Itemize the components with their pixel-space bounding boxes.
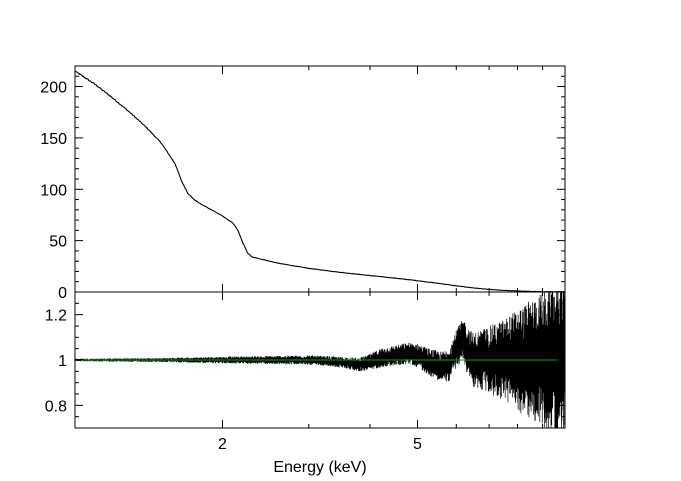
x-axis-label: Energy (keV) — [273, 459, 366, 476]
y-tick-label: 150 — [40, 131, 67, 148]
ratio-y-tick-label: 1.2 — [45, 308, 67, 325]
ratio-y-tick-label: 1 — [58, 353, 67, 370]
ratio-y-tick-label: 0.8 — [45, 398, 67, 415]
ratio-y-tick-labels: 0.8 1 1.2 — [45, 308, 67, 416]
y-tick-label: 100 — [40, 182, 67, 199]
x-tick-label: 2 — [218, 436, 227, 453]
y-tick-label: 50 — [49, 234, 67, 251]
y-tick-label: 200 — [40, 80, 67, 97]
spectrum-data — [74, 70, 566, 293]
spectrum-series-line — [74, 70, 566, 293]
ratio-frame — [74, 291, 566, 429]
x-tick-label: 5 — [413, 436, 422, 453]
y-tick-label: 0 — [58, 285, 67, 302]
spectrum-y-tick-labels: 0 50 100 150 200 — [40, 80, 67, 302]
